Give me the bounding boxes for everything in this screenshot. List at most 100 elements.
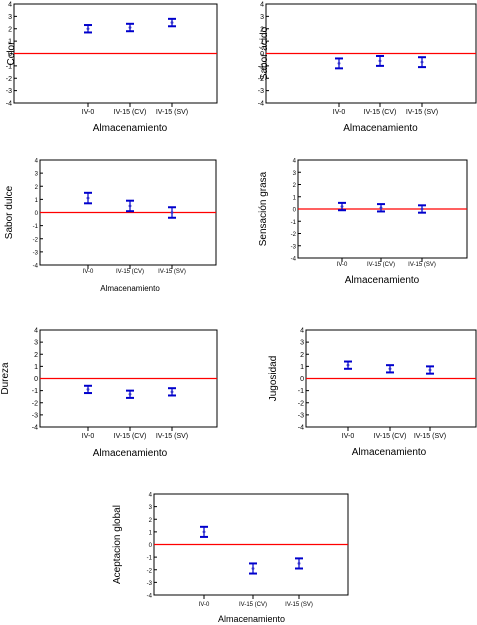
- y-tick-label: 0: [293, 208, 297, 214]
- y-tick-label: -3: [291, 244, 297, 250]
- y-tick-label: 1: [34, 364, 38, 371]
- y-tick-label: -3: [147, 581, 153, 587]
- mean-point: [251, 567, 255, 570]
- y-tick-label: 0: [8, 51, 12, 58]
- y-tick-label: -4: [33, 264, 39, 270]
- y-tick-label: 3: [300, 340, 304, 347]
- y-axis-title: Dureza: [0, 362, 11, 395]
- mean-point: [86, 196, 90, 200]
- chart-panel-2: 4 3 2 1 0 -1 -2 -3 -4 IV-0 IV-15 (CV) IV-15 (SV) Sab…: [258, 2, 477, 134]
- y-tick-label: -2: [258, 76, 264, 83]
- error-bar: [386, 364, 394, 374]
- x-tick-label: IV-0: [82, 109, 95, 116]
- x-tick-label: IV-0: [342, 433, 355, 440]
- y-tick-label: 2: [8, 26, 12, 33]
- y-tick-label: -4: [6, 101, 12, 108]
- x-axis-title: Almacenamiento: [218, 614, 285, 624]
- y-tick-label: -2: [33, 237, 39, 243]
- mean-point: [420, 60, 424, 64]
- error-bar: [338, 201, 346, 212]
- x-tick-label: IV-15 (CV): [367, 262, 395, 268]
- mean-point: [86, 388, 90, 391]
- mean-point: [128, 392, 132, 396]
- mean-point: [170, 21, 174, 24]
- mean-point: [86, 27, 90, 31]
- y-tick-label: 4: [293, 159, 297, 165]
- x-tick-label: IV-15 (SV): [158, 269, 186, 275]
- y-tick-label: 1: [35, 198, 39, 204]
- x-tick-label: IV-0: [83, 269, 94, 275]
- x-tick-label: IV-15 (CV): [116, 269, 144, 275]
- y-tick-label: -4: [147, 594, 153, 600]
- y-axis-title: Aceptacion global: [112, 505, 123, 584]
- error-bar: [426, 365, 434, 375]
- y-tick-label: -4: [32, 425, 38, 432]
- y-tick-label: -1: [33, 224, 39, 230]
- y-tick-label: -4: [258, 101, 264, 108]
- error-bar: [126, 389, 134, 399]
- x-tick-label: IV-0: [199, 602, 210, 608]
- x-tick-label: IV-15 (SV): [414, 433, 446, 440]
- y-tick-label: 0: [35, 211, 39, 217]
- x-tick-label: IV-0: [82, 433, 95, 440]
- y-tick-label: -1: [291, 220, 297, 226]
- x-tick-label: IV-15 (CV): [114, 433, 147, 440]
- x-tick-label: IV-15 (CV): [239, 602, 267, 608]
- y-tick-label: 4: [260, 2, 264, 9]
- x-tick-label: IV-15 (SV): [156, 433, 188, 440]
- mean-point: [128, 26, 132, 29]
- x-axis-title: Almacenamiento: [343, 123, 418, 134]
- x-axis-title: Almacenamiento: [93, 448, 168, 459]
- y-tick-label: -3: [33, 250, 39, 256]
- y-axis-title: Sensación grasa: [258, 171, 269, 246]
- y-tick-label: 3: [260, 14, 264, 21]
- error-bar: [84, 384, 92, 395]
- y-tick-label: -3: [258, 88, 264, 95]
- mean-point: [378, 59, 382, 63]
- error-bar: [200, 525, 208, 538]
- y-tick-label: -3: [298, 412, 304, 419]
- y-tick-label: 3: [35, 172, 39, 178]
- y-tick-label: 1: [8, 39, 12, 46]
- mean-point: [346, 363, 350, 367]
- x-tick-label: IV-15 (CV): [364, 109, 397, 116]
- mean-point: [170, 211, 174, 214]
- x-tick-label: IV-15 (CV): [374, 433, 407, 440]
- error-bar: [84, 24, 92, 34]
- y-tick-label: 4: [34, 328, 38, 335]
- error-bar: [168, 17, 176, 28]
- y-tick-label: -2: [147, 568, 153, 574]
- error-bar: [418, 204, 426, 214]
- y-tick-label: 2: [260, 26, 264, 33]
- y-tick-label: 2: [149, 518, 153, 524]
- chart-panel-7: 4 3 2 1 0 -1 -2 -3 -4 IV-0 IV-15 (CV) IV-15 (SV) Ace…: [112, 493, 349, 624]
- mean-point: [202, 530, 206, 534]
- y-tick-label: 1: [300, 364, 304, 371]
- mean-point: [128, 204, 132, 208]
- mean-point: [337, 62, 341, 65]
- y-tick-label: 3: [8, 14, 12, 21]
- x-tick-label: IV-15 (SV): [285, 602, 313, 608]
- error-bar: [249, 562, 257, 575]
- y-tick-label: -2: [6, 76, 12, 83]
- error-bar: [126, 199, 134, 213]
- y-tick-label: 2: [300, 352, 304, 359]
- y-tick-label: -2: [32, 400, 38, 407]
- y-tick-label: 3: [293, 171, 297, 177]
- y-tick-label: 4: [8, 2, 12, 9]
- y-tick-label: -1: [6, 63, 12, 70]
- y-tick-label: 3: [34, 340, 38, 347]
- y-tick-label: -2: [291, 232, 297, 238]
- x-tick-label: IV-15 (SV): [408, 262, 436, 268]
- y-tick-label: -1: [298, 388, 304, 395]
- x-tick-label: IV-15 (SV): [406, 109, 438, 116]
- error-bar: [168, 206, 176, 219]
- chart-panel-1: 4 3 2 1 0 -1 -2 -3 -4 IV-0 IV-15 (CV) IV-15 (SV) Col…: [6, 2, 218, 134]
- y-tick-label: -4: [298, 425, 304, 432]
- error-bar: [295, 557, 303, 570]
- y-tick-label: 2: [293, 183, 297, 189]
- x-axis-title: Almacenamiento: [93, 123, 168, 134]
- error-bar: [126, 22, 134, 33]
- error-bar: [335, 57, 343, 70]
